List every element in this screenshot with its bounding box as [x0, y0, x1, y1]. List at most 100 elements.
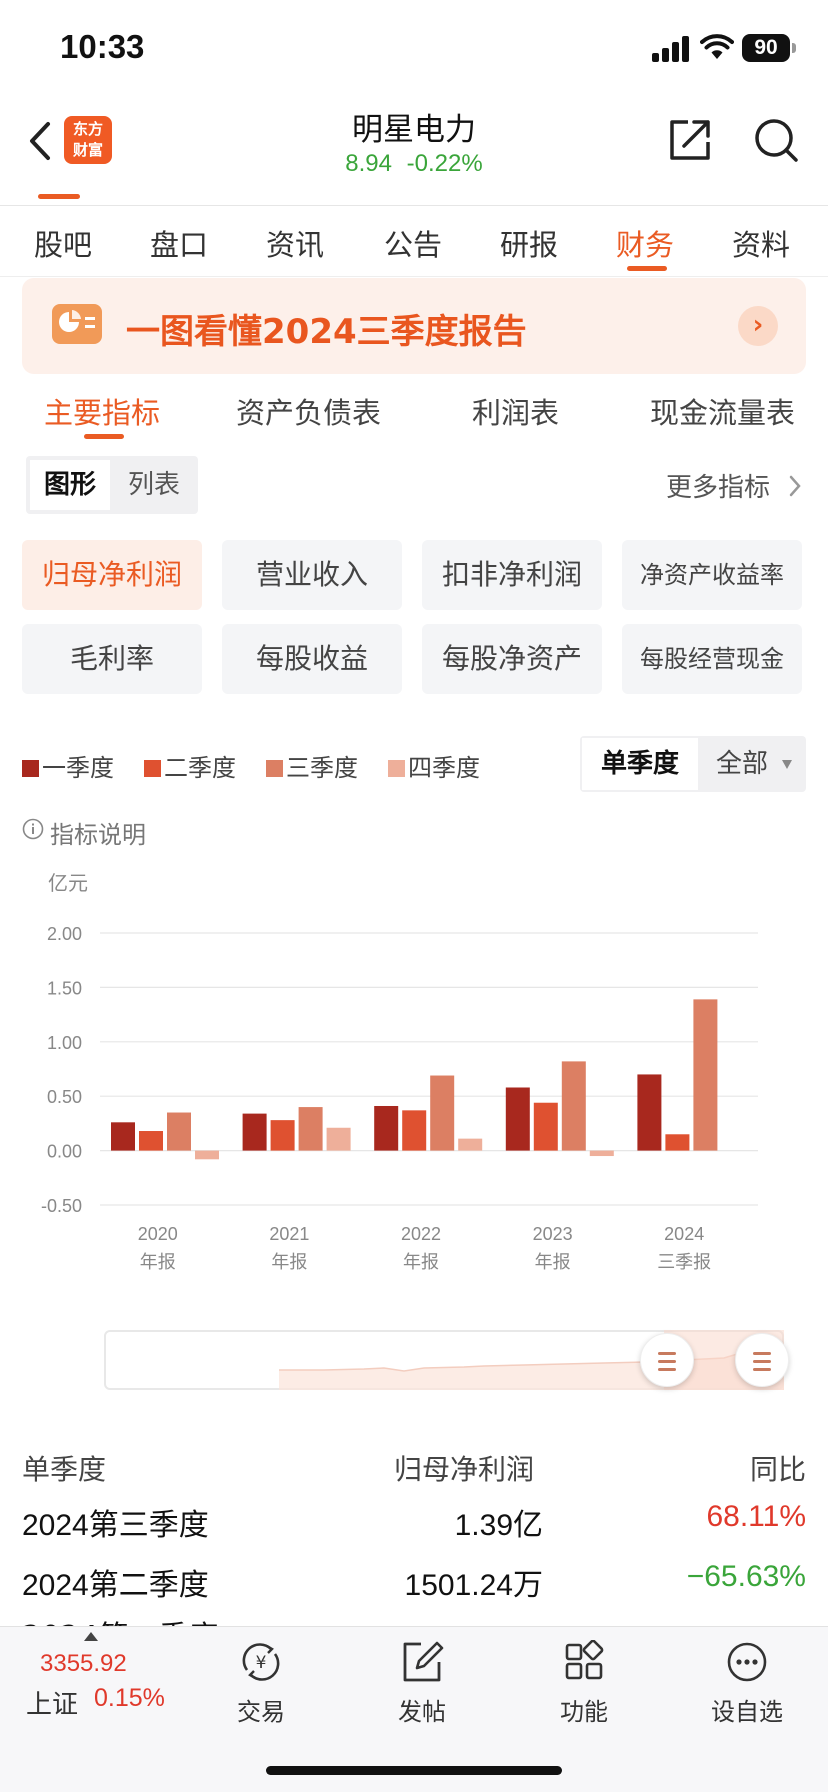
table-header-metric: 归母净利润: [394, 1453, 535, 1486]
bar-二季度: [402, 1110, 427, 1151]
share-button[interactable]: [666, 116, 714, 164]
period-single-quarter-button[interactable]: 单季度: [582, 738, 698, 790]
table-row-period: 2024第三季度: [22, 1509, 209, 1542]
metric-net-profit-deducted[interactable]: 扣非净利润: [422, 540, 602, 610]
range-handle-end[interactable]: [735, 1333, 789, 1387]
nav-functions-button[interactable]: 功能: [529, 1636, 639, 1736]
index-name[interactable]: 上证: [26, 1690, 79, 1720]
nav-label: 功能: [560, 1698, 608, 1726]
x-tick-year: 2023: [533, 1224, 573, 1244]
index-value[interactable]: 3355.92: [40, 1650, 127, 1677]
metric-eps[interactable]: 每股收益: [222, 624, 402, 694]
period-all-dropdown[interactable]: 全部: [716, 749, 769, 779]
chevron-left-icon: [30, 122, 50, 160]
bar-二季度: [533, 1102, 558, 1151]
svg-text:¥: ¥: [256, 1653, 267, 1673]
tab-news[interactable]: 资讯: [266, 228, 325, 262]
tab-announcements[interactable]: 公告: [384, 228, 443, 262]
metric-gross-margin[interactable]: 毛利率: [22, 624, 202, 694]
table-row-value: 1501.24万: [404, 1569, 543, 1602]
chevron-right-icon[interactable]: ›: [738, 306, 778, 346]
subtab-key-metrics[interactable]: 主要指标: [44, 396, 161, 430]
metric-roe[interactable]: 净资产收益率: [622, 540, 802, 610]
caret-up-icon[interactable]: [84, 1632, 98, 1641]
y-tick-label: 1.00: [47, 1033, 82, 1053]
table-header-period: 单季度: [22, 1453, 107, 1486]
y-tick-label: 0.00: [47, 1142, 82, 1162]
bar-二季度: [139, 1131, 163, 1151]
subtab-balance-sheet[interactable]: 资产负债表: [236, 396, 382, 430]
bar-一季度: [637, 1074, 662, 1151]
tabs-divider: [0, 276, 828, 277]
more-metrics-link[interactable]: 更多指标: [666, 473, 771, 503]
trade-icon: ¥: [242, 1643, 280, 1681]
bar-四季度: [326, 1127, 351, 1151]
table-row-yoy: 68.11%: [706, 1500, 806, 1533]
x-tick-label: 年报: [403, 1252, 439, 1273]
header-divider: [0, 205, 828, 206]
legend-label: 三季度: [286, 754, 358, 782]
nav-post-button[interactable]: 发帖: [367, 1636, 477, 1736]
x-tick-year: 2022: [401, 1224, 441, 1244]
subtab-cash-flow[interactable]: 现金流量表: [650, 396, 796, 430]
bar-三季度: [561, 1061, 586, 1151]
battery-icon: 90: [742, 34, 790, 62]
metric-bvps[interactable]: 每股净资产: [422, 624, 602, 694]
share-icon: [670, 120, 710, 160]
y-tick-label: 0.50: [47, 1087, 82, 1107]
bar-一季度: [374, 1105, 399, 1151]
subtab-income-statement[interactable]: 利润表: [472, 396, 560, 430]
view-graph-button[interactable]: 图形: [30, 460, 110, 510]
main-tab-indicator: [627, 266, 667, 271]
stock-price: 8.94: [345, 150, 392, 177]
x-tick-year: 2021: [269, 1224, 309, 1244]
bar-一季度: [111, 1122, 135, 1151]
legend-item-q4: 四季度: [388, 748, 480, 783]
view-list-button[interactable]: 列表: [127, 470, 180, 500]
nav-watchlist-button[interactable]: 设自选: [692, 1636, 802, 1736]
logo-indicator: [38, 194, 80, 199]
legend-item-q1: 一季度: [22, 748, 114, 783]
legend-swatch: [266, 760, 283, 777]
bar-三季度: [430, 1075, 455, 1151]
indicator-note-link[interactable]: 指标说明: [50, 821, 146, 849]
logo-text-line2: 财富: [72, 141, 103, 159]
legend-label: 一季度: [42, 754, 114, 782]
tab-profile[interactable]: 资料: [732, 228, 791, 262]
report-banner[interactable]: [22, 278, 806, 374]
tab-finance[interactable]: 财务: [616, 228, 675, 262]
bar-三季度: [167, 1112, 191, 1151]
metric-revenue[interactable]: 营业收入: [222, 540, 402, 610]
x-tick-year: 2020: [138, 1224, 178, 1244]
table-row-yoy: −65.63%: [686, 1560, 806, 1593]
info-icon[interactable]: [22, 818, 44, 840]
metric-ocfps[interactable]: 每股经营现金: [622, 624, 802, 694]
legend-swatch: [388, 760, 405, 777]
y-tick-label: 2.00: [47, 924, 82, 944]
tab-research[interactable]: 研报: [500, 228, 559, 262]
tab-pankou[interactable]: 盘口: [150, 228, 209, 262]
caret-down-icon[interactable]: [782, 760, 792, 769]
bar-一季度: [242, 1113, 267, 1151]
tab-guba[interactable]: 股吧: [34, 228, 93, 262]
x-tick-label: 三季报: [657, 1252, 711, 1273]
table-row-value: 1.39亿: [454, 1509, 543, 1542]
bar-三季度: [298, 1107, 323, 1151]
metric-net-profit-parent[interactable]: 归母净利润: [22, 540, 202, 610]
table-header-yoy: 同比: [749, 1453, 806, 1486]
nav-trade-button[interactable]: ¥ 交易: [206, 1636, 316, 1736]
index-change[interactable]: 0.15%: [94, 1684, 165, 1712]
range-handle-start[interactable]: [640, 1333, 694, 1387]
back-button[interactable]: [22, 118, 62, 164]
search-button[interactable]: [752, 116, 800, 164]
legend-item-q2: 二季度: [144, 748, 236, 783]
bar-四季度: [195, 1150, 219, 1160]
bar-二季度: [270, 1120, 295, 1151]
app-logo[interactable]: 东方 财富: [64, 116, 112, 164]
bar-四季度: [458, 1138, 483, 1151]
x-tick-label: 年报: [535, 1252, 571, 1273]
chevron-right-icon[interactable]: [788, 474, 802, 498]
legend-swatch: [22, 760, 39, 777]
stock-quote: 8.94 -0.22%: [264, 150, 564, 178]
logo-text-line1: 东方: [72, 120, 103, 138]
